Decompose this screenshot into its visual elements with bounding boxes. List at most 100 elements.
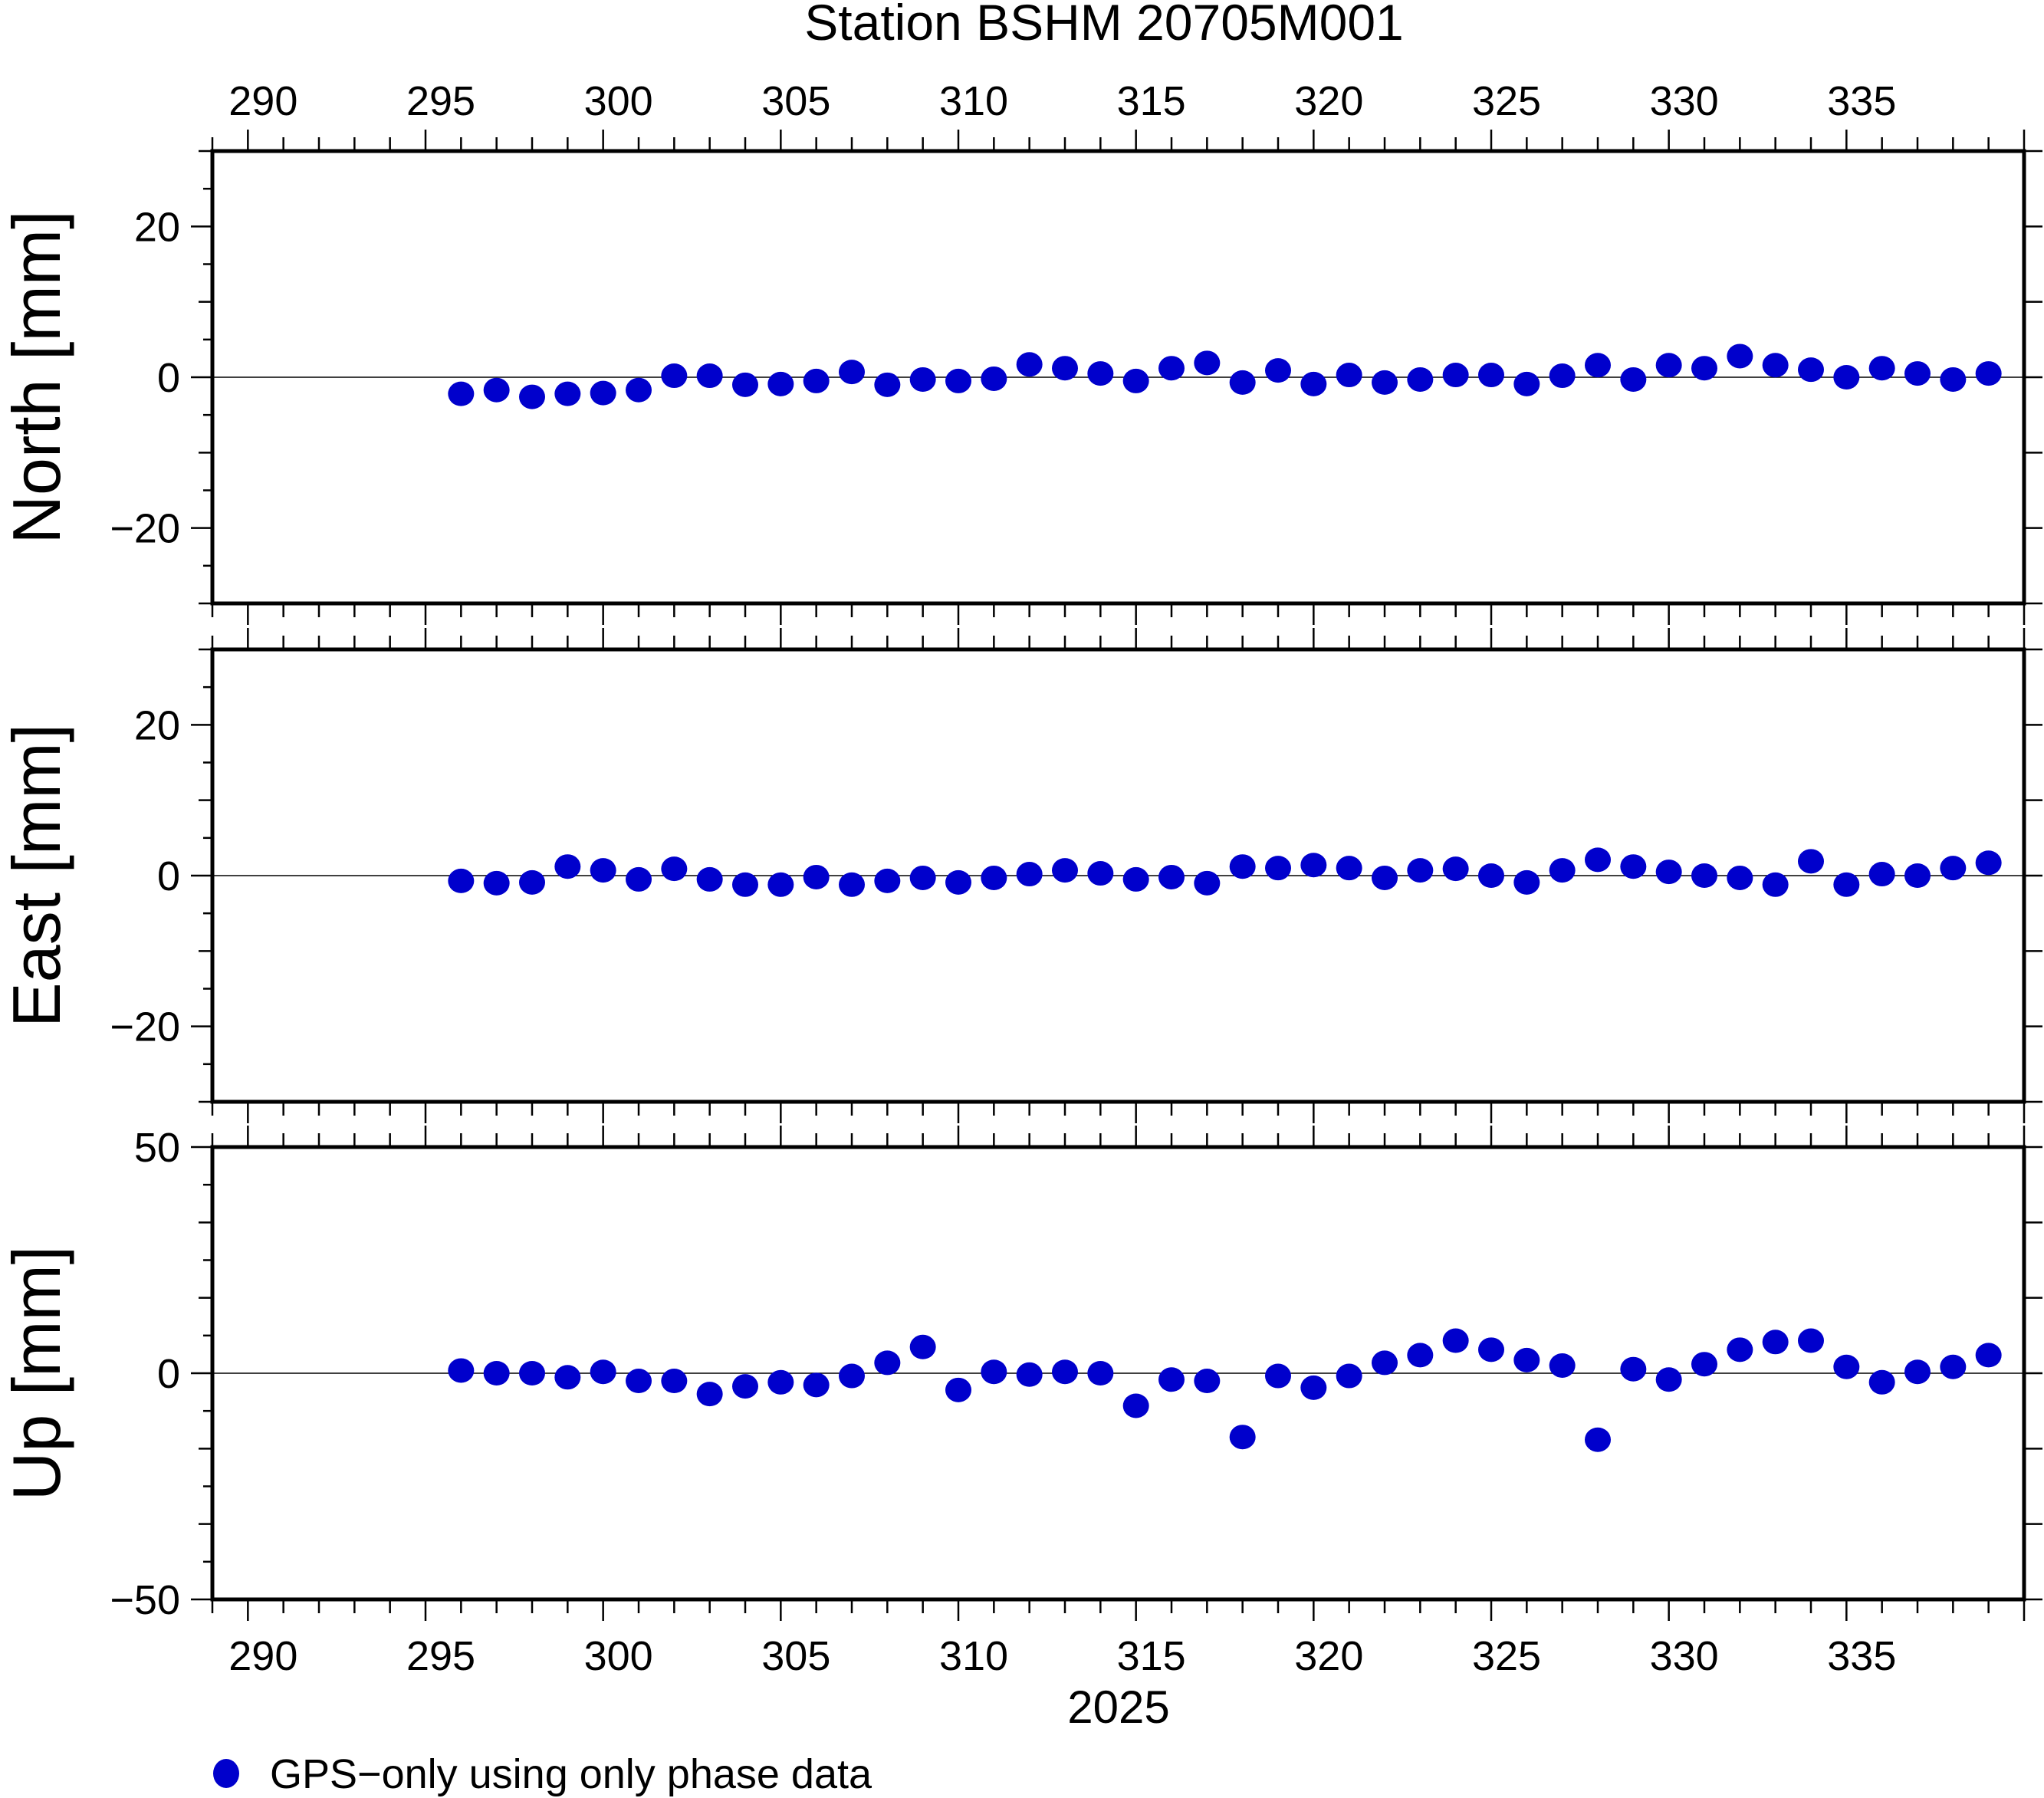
data-point — [1727, 1337, 1753, 1362]
data-point — [1904, 863, 1931, 888]
data-point — [1620, 367, 1647, 392]
top-x-tick-label: 325 — [1472, 78, 1541, 124]
data-point — [626, 866, 652, 892]
panel-up: −50 0 50 Up [mm] — [0, 1125, 2042, 1623]
y-tick-label: −20 — [110, 506, 180, 552]
data-point — [803, 368, 830, 393]
bottom-x-tick-labels: 290 295 300 305 310 315 320 325 330 335 — [228, 1633, 1896, 1679]
bottom-x-tick-label: 310 — [939, 1633, 1008, 1679]
data-point — [554, 1365, 581, 1390]
data-point — [1940, 856, 1967, 881]
bottom-x-tick-label: 305 — [761, 1633, 830, 1679]
data-point — [1087, 1361, 1114, 1385]
data-point — [874, 1350, 901, 1376]
data-point — [1300, 1375, 1327, 1400]
data-point — [1158, 1367, 1185, 1392]
data-point — [909, 367, 936, 392]
data-point — [1052, 858, 1078, 883]
data-point — [945, 869, 971, 895]
data-point — [1336, 856, 1362, 881]
data-point — [1229, 1425, 1256, 1450]
top-x-tick-label: 295 — [406, 78, 475, 124]
data-point — [1194, 1369, 1221, 1394]
data-point — [1407, 858, 1434, 883]
data-point — [1762, 353, 1789, 378]
data-point — [661, 1369, 688, 1394]
data-point — [1798, 357, 1824, 383]
data-point — [696, 866, 723, 892]
data-point — [1122, 368, 1149, 393]
top-x-tick-label: 290 — [228, 78, 297, 124]
y-tick-label: 20 — [134, 204, 180, 250]
data-point — [1904, 1359, 1931, 1385]
bottom-x-tick-label: 290 — [228, 1633, 297, 1679]
data-point — [909, 865, 936, 890]
data-point — [803, 1372, 830, 1398]
data-point — [696, 363, 723, 389]
data-point — [945, 1377, 971, 1402]
data-point — [945, 368, 971, 393]
data-point — [554, 381, 581, 406]
data-point — [519, 1361, 545, 1385]
data-point — [1975, 1343, 2002, 1368]
data-point — [981, 366, 1007, 391]
data-point — [590, 858, 616, 883]
data-point — [1727, 865, 1753, 890]
panel-frame — [210, 647, 2026, 1104]
data-point — [519, 869, 545, 895]
legend: GPS−only using only phase data — [213, 1751, 872, 1797]
data-point — [839, 872, 865, 897]
data-point — [1016, 1362, 1043, 1387]
data-point — [1016, 862, 1043, 887]
data-point — [1478, 1337, 1504, 1362]
y-tick-label: −50 — [110, 1577, 180, 1623]
data-point — [1300, 371, 1327, 396]
data-point — [839, 1363, 865, 1389]
data-point — [1655, 1367, 1682, 1392]
data-point — [448, 868, 475, 893]
data-point — [1655, 860, 1682, 885]
panel-frame — [210, 1145, 2026, 1602]
data-point — [1762, 1330, 1789, 1355]
data-point — [874, 868, 901, 893]
data-point — [1762, 872, 1789, 897]
data-point — [483, 870, 510, 896]
bottom-x-tick-label: 300 — [584, 1633, 653, 1679]
data-point — [1549, 1353, 1576, 1378]
data-point — [1158, 356, 1185, 381]
data-point — [1407, 367, 1434, 392]
data-point — [590, 380, 616, 406]
data-point — [981, 865, 1007, 890]
top-x-tick-label: 335 — [1827, 78, 1896, 124]
top-x-tick-labels: 290 295 300 305 310 315 320 325 330 335 — [228, 78, 1896, 124]
data-point — [1940, 1354, 1967, 1379]
data-point — [590, 1359, 616, 1385]
data-point — [732, 872, 758, 897]
chart-title: Station BSHM 20705M001 — [804, 0, 1403, 51]
data-point — [909, 1334, 936, 1359]
data-point — [1478, 363, 1504, 388]
data-point — [732, 1374, 758, 1399]
y-tick-label: −20 — [110, 1004, 180, 1050]
data-point — [1372, 370, 1398, 395]
data-point — [519, 384, 545, 409]
data-point — [1868, 1369, 1895, 1395]
data-point — [448, 381, 475, 406]
data-point — [1691, 1352, 1717, 1377]
data-point — [1691, 863, 1717, 888]
data-point — [1265, 856, 1291, 881]
data-point — [1194, 350, 1221, 376]
x-axis-label: 2025 — [1067, 1681, 1169, 1733]
data-point — [1087, 861, 1114, 886]
data-point — [1798, 849, 1824, 874]
data-point — [1122, 1393, 1149, 1418]
data-point — [626, 377, 652, 403]
data-point — [981, 1359, 1007, 1385]
y-tick-label: 0 — [157, 1351, 180, 1397]
data-point — [1194, 870, 1221, 896]
y-axis-label: East [mm] — [0, 724, 74, 1027]
data-point — [1265, 1363, 1291, 1389]
data-point — [732, 372, 758, 397]
panel-east: −20 0 20 East [mm] — [0, 628, 2042, 1123]
